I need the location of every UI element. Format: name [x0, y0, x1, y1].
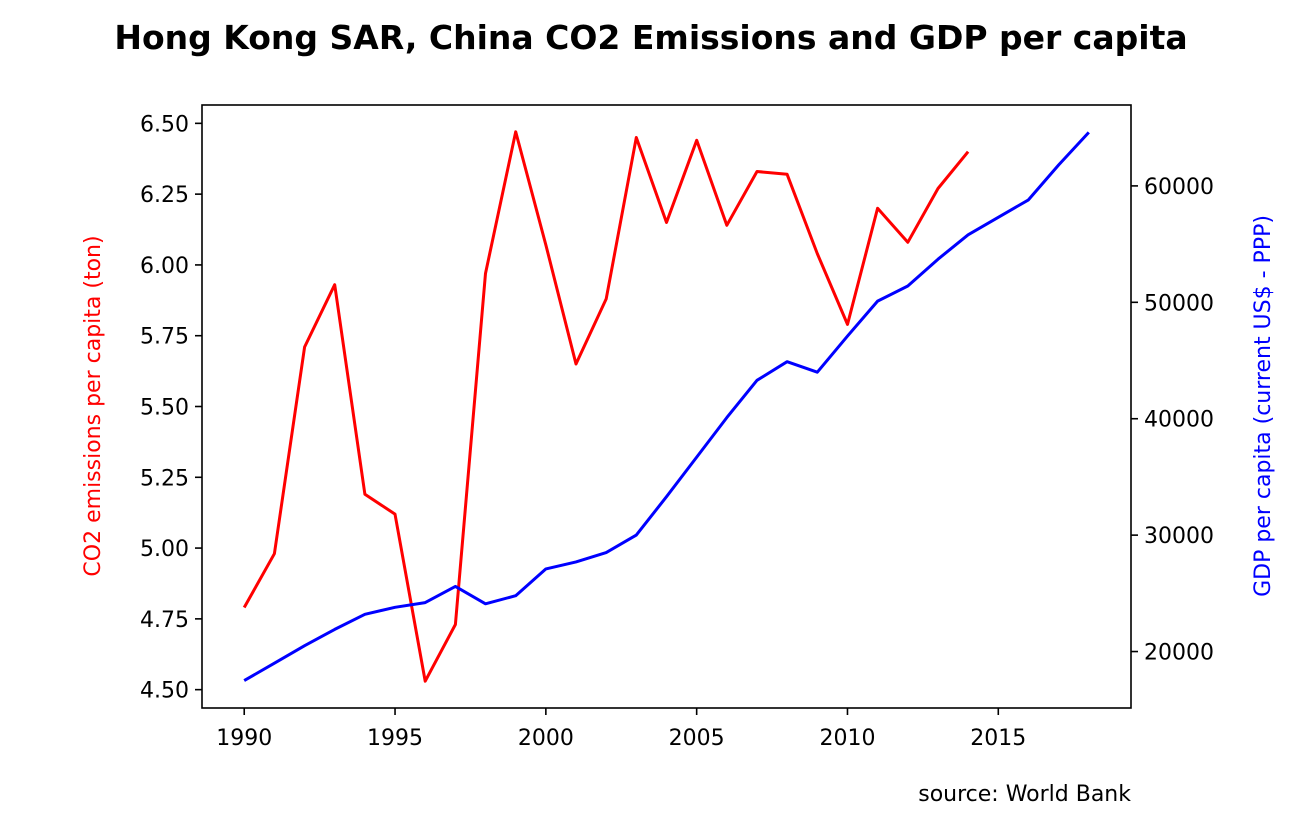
left-y-tick-label: 6.25	[140, 183, 189, 208]
source-note: source: World Bank	[918, 782, 1131, 807]
right-y-tick-label: 20000	[1144, 641, 1214, 666]
left-y-axis-ticks: 4.50 4.75 5.00 5.25 5.50 5.75 6.00 6.25 6.50	[140, 112, 202, 704]
right-y-tick-label: 60000	[1144, 175, 1214, 200]
x-tick-label: 2015	[970, 726, 1026, 751]
left-y-tick-label: 4.50	[140, 679, 189, 704]
left-y-tick-label: 5.50	[140, 396, 189, 421]
chart-title: Hong Kong SAR, China CO2 Emissions and G…	[114, 18, 1187, 57]
left-y-tick-label: 6.50	[140, 112, 189, 137]
right-y-axis-label: GDP per capita (current US$ - PPP)	[1251, 215, 1276, 597]
x-tick-label: 2010	[819, 726, 875, 751]
left-y-tick-label: 4.75	[140, 608, 189, 633]
x-tick-label: 2005	[669, 726, 725, 751]
left-y-tick-label: 5.75	[140, 325, 189, 350]
co2-per-capita-line	[242, 130, 970, 683]
right-y-tick-label: 50000	[1144, 291, 1214, 316]
left-y-tick-label: 5.25	[140, 466, 189, 491]
x-axis-ticks: 1990 1995 2000 2005 2010 2015	[216, 708, 1026, 751]
left-y-axis-label: CO2 emissions per capita (ton)	[81, 235, 106, 576]
plot-frame	[201, 104, 1132, 709]
x-tick-label: 1995	[367, 726, 423, 751]
right-y-tick-label: 40000	[1144, 408, 1214, 433]
x-tick-label: 2000	[518, 726, 574, 751]
right-y-tick-label: 30000	[1144, 524, 1214, 549]
plot-lines	[242, 130, 1090, 683]
right-y-axis-ticks: 20000 30000 40000 50000 60000	[1131, 175, 1214, 666]
x-tick-label: 1990	[216, 726, 272, 751]
gdp-per-capita-line	[243, 131, 1090, 682]
left-y-tick-label: 6.00	[140, 254, 189, 279]
left-y-tick-label: 5.00	[140, 537, 189, 562]
